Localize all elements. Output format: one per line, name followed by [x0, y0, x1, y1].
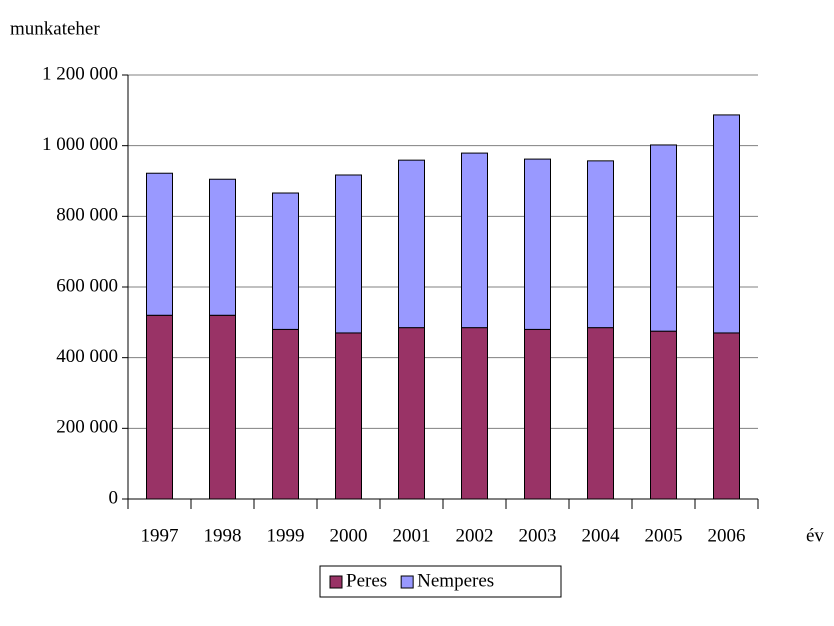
legend-label: Nemperes: [417, 570, 494, 591]
bar-segment: [209, 314, 236, 500]
bar-segment: [335, 332, 362, 500]
bar-segment: [650, 330, 677, 500]
y-tick-label: 1 000 000: [42, 134, 118, 155]
legend-swatch: [400, 575, 414, 589]
x-tick-label: 2003: [519, 525, 557, 546]
bar-segment: [398, 159, 425, 329]
y-tick-label: 400 000: [56, 346, 118, 367]
y-tick-label: 200 000: [56, 417, 118, 438]
bar-segment: [398, 327, 425, 500]
bar-segment: [335, 174, 362, 334]
bar-segment: [524, 328, 551, 500]
x-tick-label: 1999: [267, 525, 305, 546]
bar-segment: [272, 328, 299, 500]
bar-segment: [587, 160, 614, 329]
x-tick-label: 2006: [708, 525, 746, 546]
y-tick-label: 0: [109, 487, 119, 508]
x-tick-label: 2002: [456, 525, 494, 546]
bar-segment: [209, 178, 236, 316]
bar-segment: [587, 327, 614, 500]
bar-segment: [713, 114, 740, 334]
legend-swatch: [329, 575, 343, 589]
bar-segment: [524, 158, 551, 330]
legend-label: Peres: [346, 570, 387, 591]
x-tick-label: 1997: [141, 525, 179, 546]
bar-segment: [146, 172, 173, 316]
y-tick-label: 1 200 000: [42, 63, 118, 84]
y-tick-label: 600 000: [56, 275, 118, 296]
bar-segment: [461, 327, 488, 500]
x-tick-label: 2005: [645, 525, 683, 546]
bar-segment: [461, 152, 488, 329]
bar-segment: [713, 332, 740, 500]
bar-segment: [650, 144, 677, 332]
y-tick-label: 800 000: [56, 205, 118, 226]
x-tick-label: 2001: [393, 525, 431, 546]
bar-segment: [272, 192, 299, 330]
legend-box: [319, 565, 562, 598]
bar-segment: [146, 314, 173, 500]
x-tick-label: 1998: [204, 525, 242, 546]
x-tick-label: 2004: [582, 525, 621, 546]
y-axis-title: munkateher: [10, 18, 100, 39]
x-axis-title: év: [806, 525, 824, 546]
x-tick-label: 2000: [330, 525, 368, 546]
